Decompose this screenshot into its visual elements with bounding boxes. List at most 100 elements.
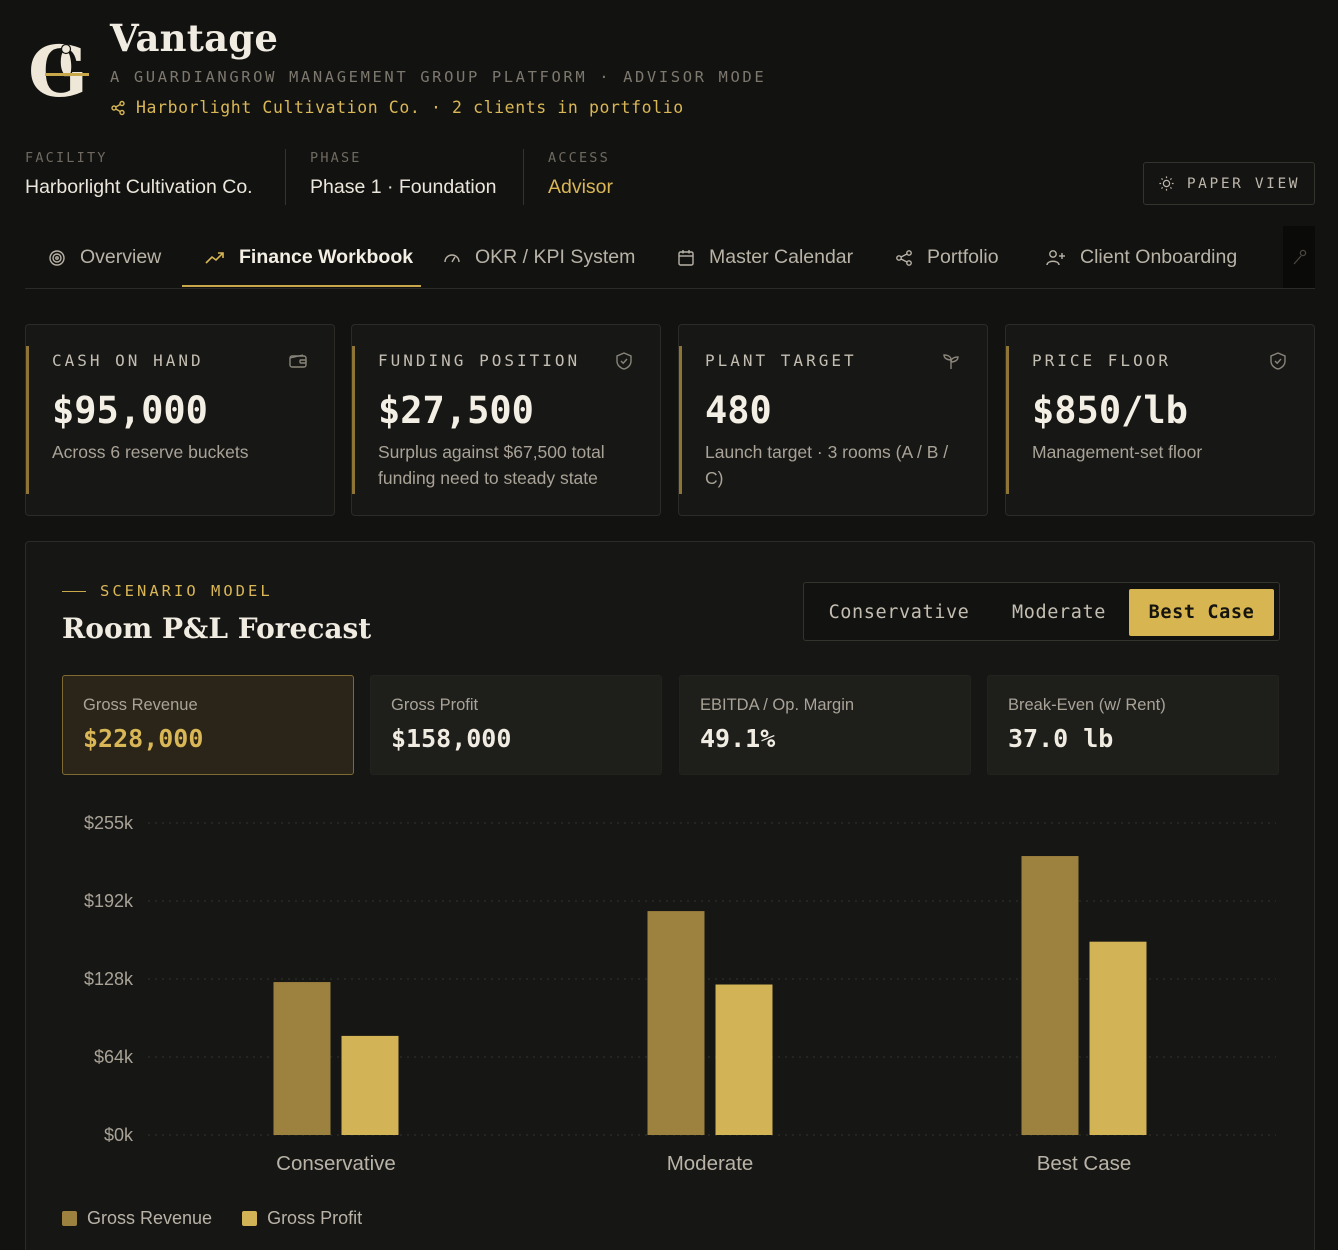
scenario-eyebrow: SCENARIO MODEL	[62, 582, 273, 600]
metric-label: Gross Revenue	[83, 696, 198, 714]
portfolio-line-text: Harborlight Cultivation Co. · 2 clients …	[136, 98, 684, 117]
main-tabs: Overview Finance Workbook OKR / KPI Syst…	[25, 226, 1315, 289]
tab-label: Overview	[80, 246, 162, 268]
bar-gross-profit	[715, 984, 773, 1135]
gross-revenue-metric: Gross Revenue $228,000	[62, 675, 354, 775]
y-tick-label: $255k	[84, 813, 134, 833]
panel-title: Room P&L Forecast	[62, 612, 372, 645]
tab-master-calendar[interactable]: Master Calendar	[677, 226, 853, 289]
card-value: $95,000	[52, 389, 208, 432]
bar-gross-profit	[1089, 941, 1147, 1135]
wallet-icon	[289, 354, 307, 368]
card-label: FUNDING POSITION	[378, 351, 581, 370]
metric-value: $228,000	[83, 724, 204, 753]
card-accent	[679, 346, 682, 494]
tab-label: Master Calendar	[709, 246, 854, 268]
phase-value: Phase 1 · Foundation	[310, 176, 497, 198]
card-description: Across 6 reserve buckets	[52, 442, 249, 462]
meta-divider	[285, 149, 286, 205]
card-description: Surplus against $67,500 total funding ne…	[378, 442, 605, 488]
card-value: 480	[705, 389, 772, 432]
wrench-icon	[1293, 249, 1307, 265]
meta-divider	[523, 149, 524, 205]
eyebrow-dash	[62, 590, 86, 592]
scenario-best-case-button[interactable]: Best Case	[1129, 589, 1274, 636]
app-title: Vantage	[110, 16, 279, 60]
tab-label: Client Onboarding	[1080, 246, 1238, 268]
y-tick-label: $0k	[104, 1125, 134, 1145]
bar-gross-revenue	[647, 911, 705, 1135]
tab-okr-kpi[interactable]: OKR / KPI System	[443, 226, 635, 289]
legend-item-gross-revenue: Gross Revenue	[62, 1208, 212, 1229]
card-label: CASH ON HAND	[52, 351, 204, 370]
facility-label: FACILITY	[25, 150, 108, 166]
access-label: ACCESS	[548, 150, 610, 166]
card-value: $27,500	[378, 389, 534, 432]
y-tick-label: $64k	[94, 1047, 134, 1067]
break-even-metric: Break-Even (w/ Rent) 37.0 lb	[987, 675, 1279, 775]
phase-label: PHASE	[310, 150, 362, 166]
tab-label: Finance Workbook	[239, 246, 414, 268]
paper-view-button[interactable]: PAPER VIEW	[1143, 162, 1315, 205]
legend-swatch	[242, 1211, 258, 1226]
shield-check-icon	[616, 352, 632, 370]
card-label: PRICE FLOOR	[1032, 351, 1171, 370]
share-icon	[896, 249, 912, 266]
facility-meta: FACILITY Harborlight Cultivation Co.	[25, 150, 253, 206]
share-icon	[111, 100, 125, 115]
scenario-conservative-button[interactable]: Conservative	[828, 602, 970, 623]
y-tick-label: $192k	[84, 891, 134, 911]
gauge-icon	[444, 253, 460, 262]
tab-overview[interactable]: Overview	[48, 226, 161, 289]
tab-label: Portfolio	[927, 246, 999, 268]
card-accent	[352, 346, 355, 494]
card-accent	[26, 346, 29, 494]
tab-portfolio[interactable]: Portfolio	[895, 226, 999, 289]
eyebrow-label: SCENARIO MODEL	[100, 582, 273, 600]
user-plus-icon	[1046, 249, 1065, 265]
price-floor-card: PRICE FLOOR $850/lb Management-set floor	[1005, 324, 1315, 516]
funding-position-card: FUNDING POSITION $27,500 Surplus against…	[351, 324, 661, 516]
x-category-label: Best Case	[1037, 1152, 1132, 1175]
access-value: Advisor	[548, 176, 614, 198]
card-description: Management-set floor	[1032, 442, 1203, 462]
legend-label: Gross Profit	[267, 1208, 363, 1228]
metric-label: EBITDA / Op. Margin	[700, 696, 855, 714]
tab-finance-workbook[interactable]: Finance Workbook	[205, 226, 413, 289]
cash-on-hand-card: CASH ON HAND $95,000 Across 6 reserve bu…	[25, 324, 335, 516]
sun-icon	[1159, 176, 1174, 191]
access-meta: ACCESS Advisor	[548, 150, 613, 206]
bar-gross-profit	[341, 1035, 399, 1135]
card-value: $850/lb	[1032, 389, 1188, 432]
paper-view-label: PAPER VIEW	[1186, 175, 1301, 192]
tab-client-onboarding[interactable]: Client Onboarding	[1046, 226, 1237, 289]
metric-value: 49.1%	[700, 724, 776, 753]
app-subtitle: A GUARDIANGROW MANAGEMENT GROUP PLATFORM…	[110, 68, 767, 86]
target-icon	[49, 249, 65, 266]
pl-forecast-chart: $0k $64k $128k $192k $255k Conservative Modera…	[84, 813, 1276, 1175]
legend-swatch	[62, 1211, 77, 1226]
card-label: PLANT TARGET	[705, 351, 857, 370]
metric-label: Break-Even (w/ Rent)	[1008, 696, 1166, 714]
facility-value: Harborlight Cultivation Co.	[25, 176, 253, 198]
tab-overflow[interactable]	[1283, 226, 1315, 288]
guardiangrow-logo: G	[28, 38, 89, 104]
x-category-label: Conservative	[276, 1152, 396, 1175]
metric-value: $158,000	[391, 724, 512, 753]
calendar-icon	[678, 249, 694, 266]
portfolio-link[interactable]: Harborlight Cultivation Co. · 2 clients …	[110, 98, 684, 117]
phase-meta: PHASE Phase 1 · Foundation	[310, 150, 496, 206]
legend-label: Gross Revenue	[87, 1208, 213, 1228]
trending-up-icon	[205, 251, 224, 264]
plant-target-card: PLANT TARGET 480 Launch target · 3 rooms…	[678, 324, 988, 516]
tab-label: OKR / KPI System	[475, 246, 636, 268]
scenario-moderate-button[interactable]: Moderate	[1012, 602, 1106, 623]
scenario-selector: Conservative Moderate Best Case	[803, 582, 1280, 641]
shield-check-icon	[1270, 352, 1286, 370]
metric-label: Gross Profit	[391, 696, 479, 714]
metric-value: 37.0 lb	[1008, 724, 1114, 753]
bar-gross-revenue	[1021, 856, 1079, 1135]
logo-letter: G	[28, 38, 88, 104]
card-accent	[1006, 346, 1009, 494]
y-tick-label: $128k	[84, 969, 134, 989]
